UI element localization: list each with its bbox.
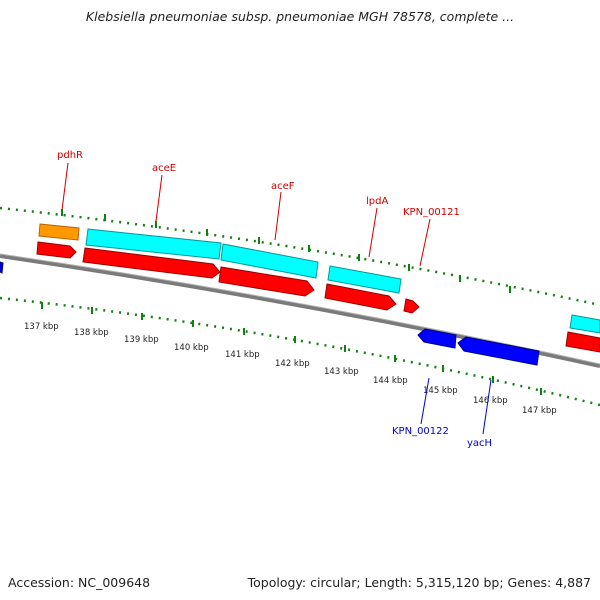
inner-major-ticks [41,302,542,395]
reverse-leader-lines [420,377,492,435]
tick-label: 139 kbp [124,335,159,345]
reverse-cds-arrow[interactable] [0,261,4,274]
tick-labels: 137 kbp 138 kbp 139 kbp 140 kbp 141 kbp … [24,322,557,416]
forward-cds-arrow[interactable] [36,241,77,259]
cyan-feature[interactable] [569,314,600,334]
forward-cds-arrow[interactable] [82,247,221,279]
tick-label: 141 kbp [225,350,260,360]
forward-cds-arrow[interactable] [403,298,420,314]
genome-backbone-highlight [0,253,600,365]
reverse-cds-arrow[interactable] [417,328,457,349]
cyan-feature[interactable] [220,243,319,279]
tick-label: 144 kbp [373,376,408,386]
forward-cds-arrow[interactable] [565,331,600,353]
cyan-feature[interactable] [327,265,402,294]
forward-leader-lines [61,162,431,267]
cyan-feature[interactable] [85,228,222,260]
tick-label: 142 kbp [275,359,310,369]
gene-label-KPN_00121[interactable]: KPN_00121 [403,207,460,218]
tick-label: 143 kbp [324,367,359,377]
gene-label-pdhR[interactable]: pdhR [57,150,83,161]
accession-text: Accession: NC_009648 [8,575,151,590]
map-title: Klebsiella pneumoniae subsp. pneumoniae … [85,9,515,24]
gene-label-yacH[interactable]: yacH [467,438,492,449]
reverse-cds-arrow[interactable] [457,336,540,366]
tick-label: 147 kbp [522,406,557,416]
orange-feature[interactable] [38,223,80,241]
genome-summary-text: Topology: circular; Length: 5,315,120 bp… [247,575,591,590]
tick-label: 146 kbp [473,396,508,406]
forward-cds-arrow[interactable] [324,283,397,311]
gene-label-aceE[interactable]: aceE [152,163,176,174]
forward-cds-arrow[interactable] [218,266,315,297]
outer-major-ticks [61,209,511,293]
gene-label-lpdA[interactable]: lpdA [366,196,388,207]
tick-label: 137 kbp [24,322,59,332]
tick-label: 140 kbp [174,343,209,353]
tick-label: 145 kbp [423,386,458,396]
gene-label-KPN_00122[interactable]: KPN_00122 [392,426,449,437]
gene-label-aceF[interactable]: aceF [271,181,295,192]
tick-label: 138 kbp [74,328,109,338]
